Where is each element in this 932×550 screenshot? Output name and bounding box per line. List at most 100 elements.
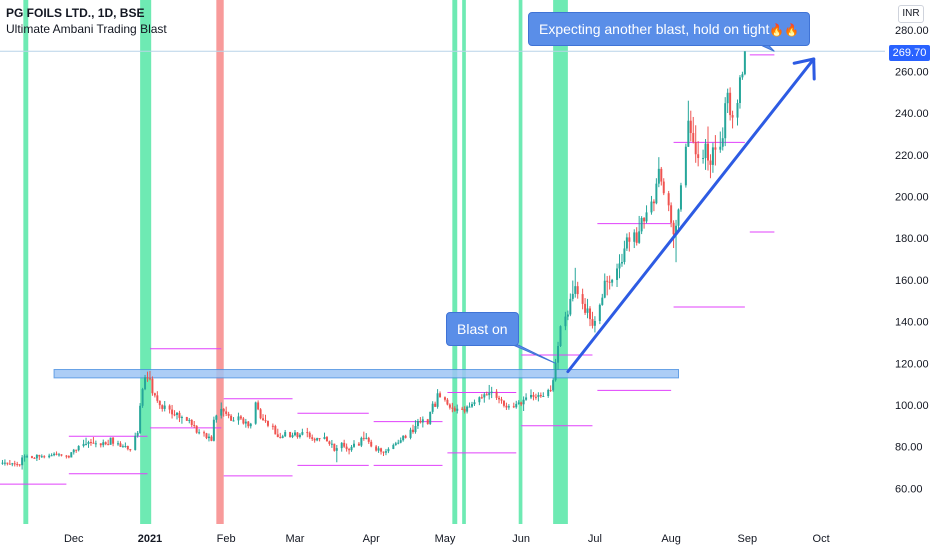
signal-band bbox=[140, 0, 152, 524]
candle-body bbox=[490, 391, 493, 394]
candle-body bbox=[112, 437, 115, 444]
candle-body bbox=[55, 453, 58, 455]
candle-body bbox=[313, 438, 316, 441]
candle-body bbox=[399, 440, 402, 443]
candle-body bbox=[628, 237, 631, 242]
candle-body bbox=[554, 362, 557, 381]
x-tick-label: Apr bbox=[363, 533, 380, 545]
candle-body bbox=[635, 232, 638, 243]
candle-body bbox=[345, 446, 348, 450]
candle-body bbox=[589, 308, 591, 320]
candle-body bbox=[552, 380, 555, 391]
candle-body bbox=[244, 421, 247, 424]
candle-body bbox=[704, 143, 707, 159]
candle-body bbox=[171, 409, 174, 415]
candle-body bbox=[195, 425, 198, 433]
candle-body bbox=[414, 426, 417, 433]
candle-body bbox=[1, 462, 4, 464]
x-tick-label: Jul bbox=[588, 533, 602, 545]
candle-body bbox=[429, 411, 432, 424]
candle-body bbox=[498, 397, 501, 400]
candle-body bbox=[294, 432, 296, 436]
y-tick-label: 180.00 bbox=[895, 233, 929, 245]
candle-body bbox=[726, 92, 729, 104]
candle-body bbox=[591, 319, 594, 326]
candle-body bbox=[107, 444, 110, 446]
candle-body bbox=[434, 403, 437, 407]
candle-body bbox=[323, 437, 326, 439]
candle-body bbox=[13, 463, 16, 465]
candle-body bbox=[532, 394, 535, 397]
candle-body bbox=[677, 209, 680, 226]
candle-body bbox=[58, 454, 60, 456]
candle-body bbox=[380, 448, 383, 452]
candle-body bbox=[262, 418, 265, 421]
price-axis[interactable]: 60.00 80.00 100.00 120.00 140.00 160.00 180.00… bbox=[895, 25, 929, 495]
time-axis[interactable]: Dec 2021 Feb Mar Apr May Jun Jul Aug Sep Oct bbox=[64, 533, 830, 545]
candle-body bbox=[298, 434, 301, 438]
candle-body bbox=[603, 280, 606, 298]
candle-body bbox=[623, 248, 626, 262]
candle-body bbox=[207, 436, 210, 439]
candle-body bbox=[534, 396, 537, 398]
callout-blast-on[interactable]: Blast on bbox=[446, 312, 519, 346]
y-tick-label: 160.00 bbox=[895, 275, 929, 287]
candle-body bbox=[643, 218, 646, 222]
candle-body bbox=[271, 425, 274, 427]
candle-body bbox=[276, 434, 279, 438]
candle-body bbox=[667, 193, 670, 206]
candle-body bbox=[711, 147, 714, 165]
candle-body bbox=[566, 314, 569, 317]
candle-body bbox=[237, 416, 240, 421]
candle-body bbox=[365, 437, 368, 439]
symbol-title[interactable]: PG FOILS LTD., 1D, BSE bbox=[6, 6, 145, 20]
candle-body bbox=[198, 432, 201, 434]
candle-body bbox=[281, 436, 284, 438]
currency-label[interactable]: INR bbox=[898, 5, 924, 23]
candle-body bbox=[650, 201, 653, 213]
candle-body bbox=[500, 399, 503, 401]
candle-body bbox=[227, 413, 230, 416]
candle-body bbox=[616, 268, 619, 280]
candle-body bbox=[330, 443, 333, 445]
candle-body bbox=[522, 399, 525, 405]
candle-body bbox=[625, 237, 628, 249]
signal-band bbox=[23, 0, 29, 524]
candle-body bbox=[724, 103, 727, 139]
candle-body bbox=[645, 212, 648, 222]
last-price-tag: 269.70 bbox=[889, 45, 930, 61]
candle-body bbox=[471, 404, 473, 407]
candle-body bbox=[679, 185, 682, 210]
candle-body bbox=[684, 146, 687, 186]
x-tick-label: May bbox=[435, 533, 456, 545]
candle-body bbox=[564, 316, 567, 327]
candle-body bbox=[505, 405, 508, 408]
candle-body bbox=[692, 132, 695, 143]
callout-expecting-blast[interactable]: Expecting another blast, hold on tight🔥🔥 bbox=[528, 12, 811, 46]
candle-body bbox=[446, 399, 449, 405]
candle-body bbox=[126, 446, 129, 450]
candle-body bbox=[230, 415, 233, 421]
signal-band bbox=[452, 0, 458, 524]
x-tick-label: 2021 bbox=[138, 533, 162, 545]
candle-body bbox=[156, 395, 159, 401]
x-tick-label: Feb bbox=[217, 533, 236, 545]
annotation-arrows bbox=[499, 35, 816, 374]
x-tick-label: Oct bbox=[813, 533, 830, 545]
candle-body bbox=[729, 92, 732, 116]
candle-body bbox=[65, 455, 68, 457]
candle-body bbox=[547, 389, 550, 396]
indicator-name[interactable]: Ultimate Ambani Trading Blast bbox=[6, 22, 167, 36]
trend-arrow-head bbox=[792, 57, 816, 65]
candle-body bbox=[709, 160, 712, 165]
candle-body bbox=[353, 443, 355, 447]
candle-body bbox=[714, 147, 717, 150]
candle-body bbox=[18, 464, 21, 466]
x-tick-label: Aug bbox=[661, 533, 681, 545]
candle-body bbox=[397, 442, 400, 444]
candle-body bbox=[257, 402, 260, 410]
candle-body bbox=[360, 437, 363, 446]
candle-body bbox=[188, 419, 191, 421]
candle-body bbox=[537, 394, 540, 398]
